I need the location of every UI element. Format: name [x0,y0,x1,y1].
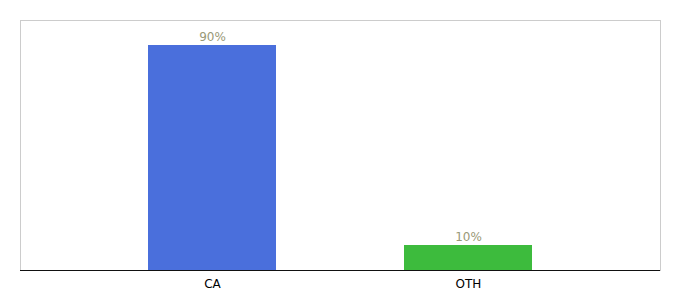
svg-text:10%: 10% [455,230,482,244]
svg-text:CA: CA [204,277,221,291]
svg-text:OTH: OTH [456,277,482,291]
svg-text:90%: 90% [199,30,226,44]
